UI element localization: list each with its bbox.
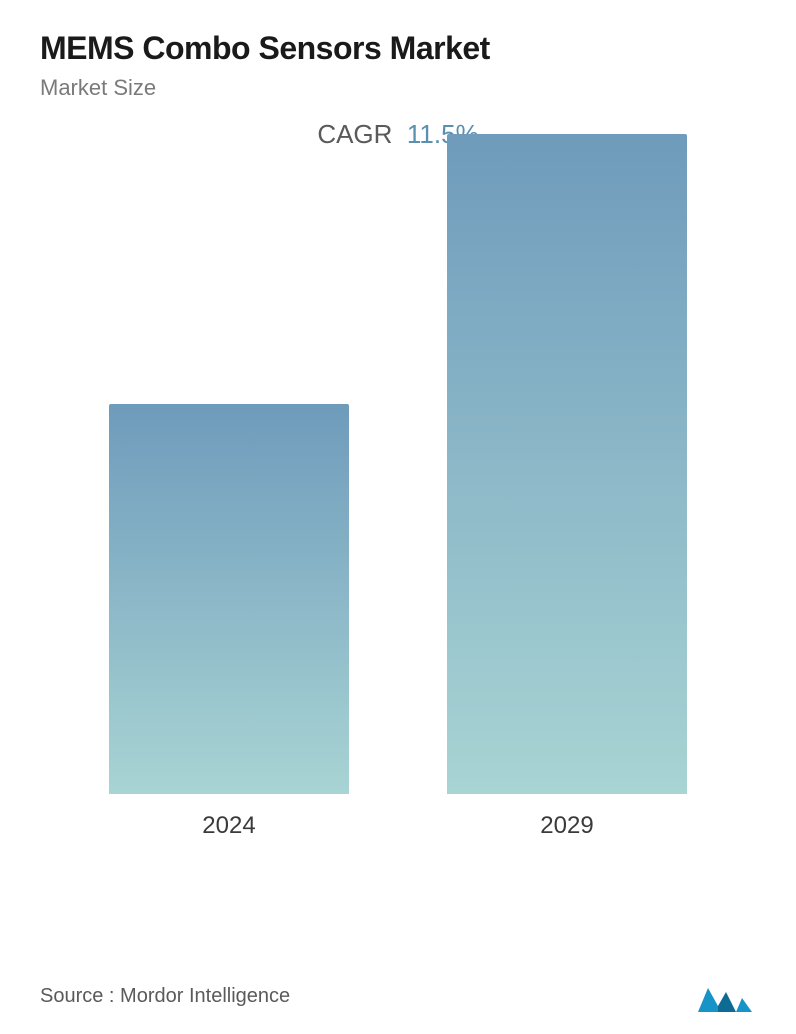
chart-footer: Source : Mordor Intelligence [0, 978, 796, 1014]
bar-wrapper-2024: 2024 [109, 404, 349, 840]
chart-subtitle: Market Size [40, 75, 756, 101]
bar-label-2029: 2029 [540, 812, 593, 840]
bar-wrapper-2029: 2029 [447, 134, 687, 840]
source-label: Source : [40, 985, 114, 1007]
bar-chart: 2024 2029 [0, 180, 796, 900]
bar-2024 [109, 404, 349, 794]
source-text: Source : Mordor Intelligence [40, 985, 290, 1008]
mordor-logo-icon [696, 978, 756, 1014]
chart-title: MEMS Combo Sensors Market [40, 30, 756, 67]
bar-2029 [447, 134, 687, 794]
bar-label-2024: 2024 [202, 812, 255, 840]
source-name: Mordor Intelligence [120, 985, 290, 1007]
cagr-label: CAGR [317, 119, 392, 149]
